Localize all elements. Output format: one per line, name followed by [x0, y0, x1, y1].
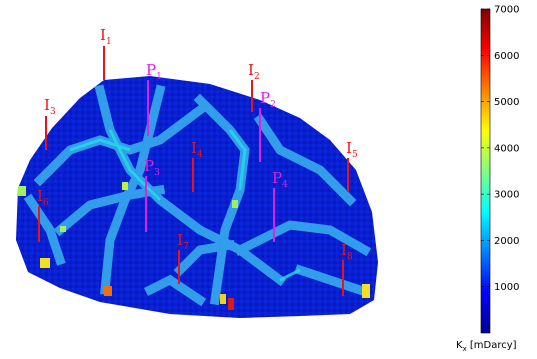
colorbar-tick-label-1: 6000 — [494, 51, 519, 62]
producer-labels: P1 P2 P3 P4 — [144, 61, 288, 190]
colorbar-tick-label-0: 7000 — [494, 5, 519, 16]
colorbar-gradient — [480, 8, 491, 334]
label-I6: I6 — [37, 187, 49, 208]
high-permeability-spots — [18, 182, 370, 310]
label-P1: P1 — [146, 61, 162, 82]
colorbar-tick-label-5: 2000 — [494, 236, 519, 247]
label-I1: I1 — [100, 26, 112, 47]
colorbar-ticks: 7000 6000 5000 4000 3000 2000 1000 — [481, 5, 519, 293]
label-P4: P4 — [272, 169, 288, 190]
colorbar: 7000 6000 5000 4000 3000 2000 1000 Kx [mDarcy] — [456, 5, 519, 354]
colorbar-tick-label-2: 5000 — [494, 97, 519, 108]
label-I2: I2 — [248, 61, 260, 82]
label-P3: P3 — [144, 157, 160, 178]
producer-wells — [145, 80, 275, 242]
label-I8: I8 — [341, 241, 353, 262]
injector-wells — [38, 46, 349, 296]
label-I4: I4 — [191, 139, 203, 160]
label-I3: I3 — [44, 96, 56, 117]
colorbar-title: Kx [mDarcy] — [456, 340, 517, 353]
label-I7: I7 — [177, 231, 189, 252]
injector-labels: I1 I2 I3 I4 I5 I6 I7 I8 — [37, 26, 358, 262]
colorbar-tick-label-6: 1000 — [494, 282, 519, 293]
label-I5: I5 — [346, 139, 358, 160]
reservoir-body — [16, 76, 378, 318]
colorbar-tick-label-3: 4000 — [494, 143, 519, 154]
colorbar-tick-label-4: 3000 — [494, 190, 519, 201]
label-P2: P2 — [260, 89, 276, 110]
